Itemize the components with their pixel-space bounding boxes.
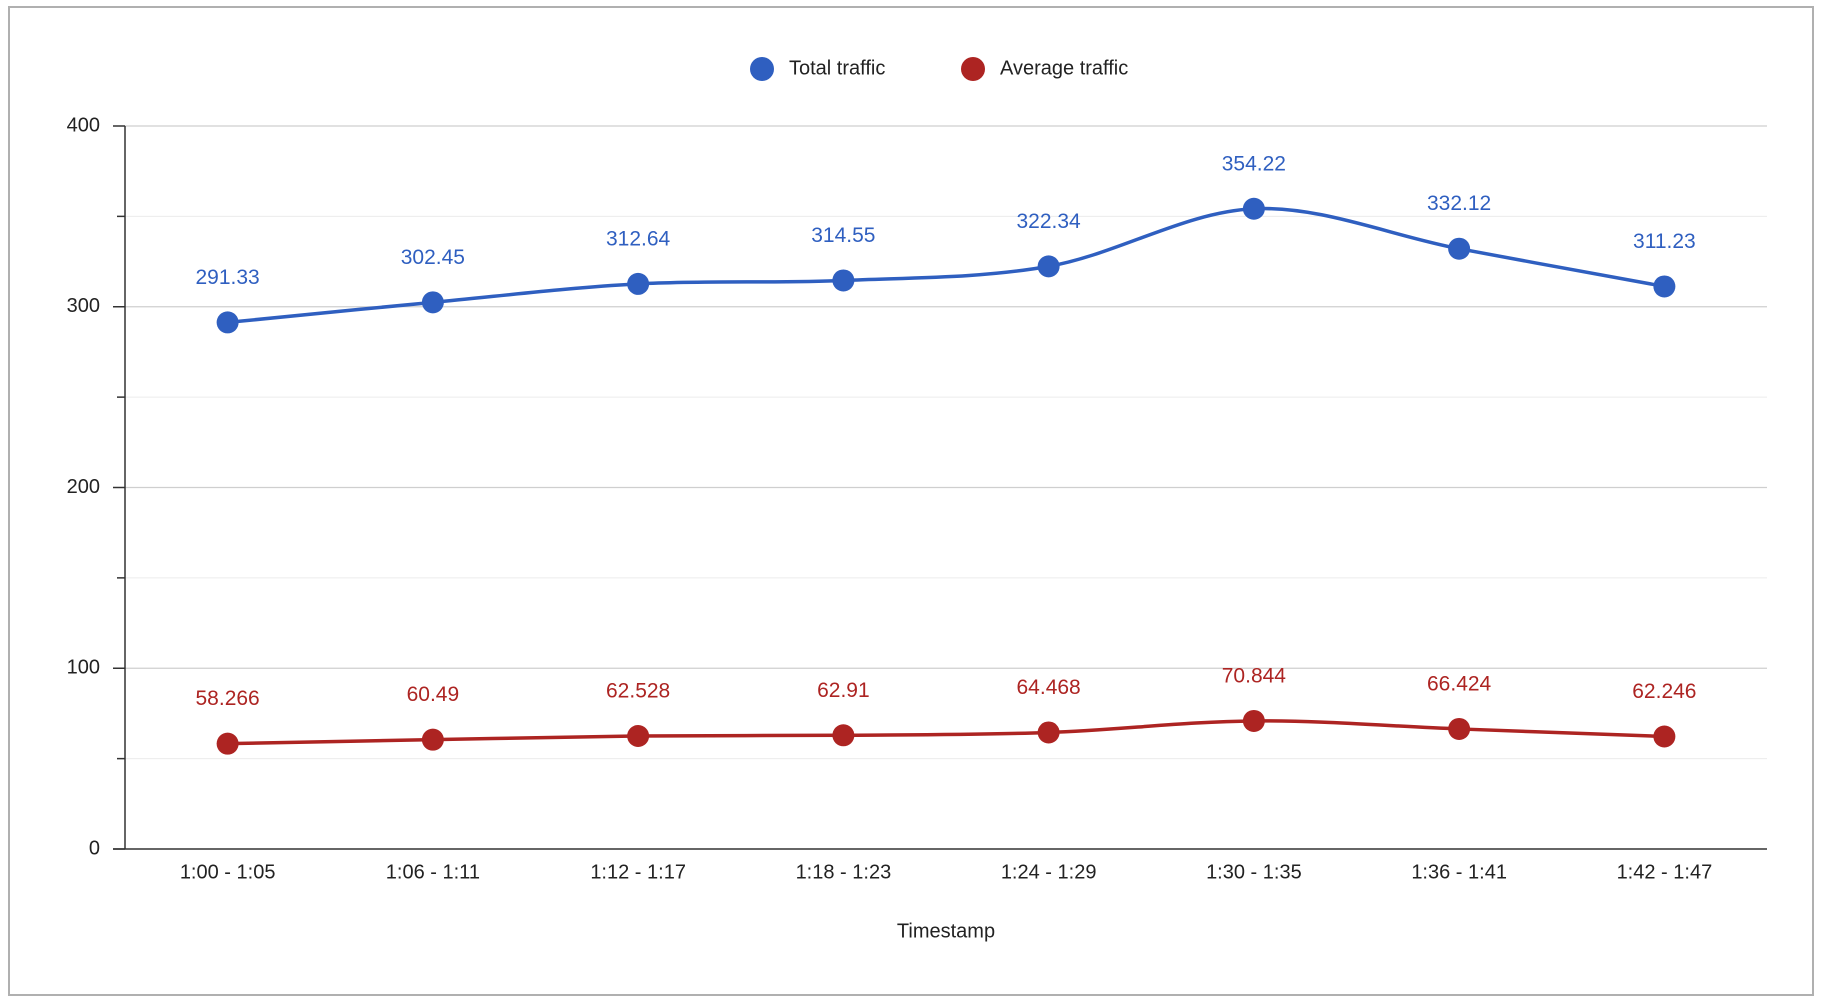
y-tick-label: 300 bbox=[67, 295, 100, 317]
data-point bbox=[627, 272, 650, 295]
x-tick-label: 1:30 - 1:35 bbox=[1206, 861, 1302, 883]
data-label: 322.34 bbox=[1017, 210, 1082, 233]
x-tick-label: 1:42 - 1:47 bbox=[1617, 861, 1713, 883]
data-label: 302.45 bbox=[401, 246, 465, 269]
data-label: 354.22 bbox=[1222, 152, 1286, 175]
series-line bbox=[227, 206, 1665, 325]
data-label: 314.55 bbox=[811, 224, 875, 247]
legend-marker bbox=[961, 57, 985, 81]
data-label: 60.49 bbox=[407, 683, 460, 706]
frame bbox=[8, 6, 1814, 996]
data-label: 66.424 bbox=[1427, 672, 1492, 695]
x-tick-label: 1:24 - 1:29 bbox=[1001, 861, 1097, 883]
data-label: 62.91 bbox=[817, 679, 870, 702]
data-point bbox=[421, 728, 444, 751]
data-point bbox=[1653, 275, 1676, 298]
data-point bbox=[832, 269, 855, 292]
y-tick-label: 400 bbox=[67, 114, 100, 136]
data-point bbox=[1653, 725, 1676, 748]
data-point bbox=[216, 732, 239, 755]
data-point bbox=[421, 291, 444, 314]
data-point bbox=[627, 724, 650, 747]
data-label: 311.23 bbox=[1633, 230, 1696, 253]
data-label: 62.528 bbox=[606, 680, 670, 703]
data-label: 58.266 bbox=[196, 687, 260, 710]
x-tick-label: 1:36 - 1:41 bbox=[1411, 861, 1507, 883]
y-tick-label: 100 bbox=[67, 657, 100, 679]
data-point bbox=[1037, 721, 1060, 744]
x-tick-label: 1:18 - 1:23 bbox=[796, 861, 892, 883]
data-label: 64.468 bbox=[1017, 676, 1081, 699]
y-tick-label: 200 bbox=[67, 476, 100, 498]
data-point bbox=[832, 724, 855, 747]
data-label: 62.246 bbox=[1632, 680, 1696, 703]
data-point bbox=[216, 311, 239, 334]
y-tick-label: 0 bbox=[89, 837, 100, 859]
data-label: 70.844 bbox=[1222, 664, 1287, 687]
legend-label: Average traffic bbox=[1000, 57, 1128, 79]
data-point bbox=[1242, 197, 1265, 220]
x-tick-label: 1:12 - 1:17 bbox=[590, 861, 686, 883]
data-point bbox=[1448, 237, 1471, 260]
x-tick-label: 1:06 - 1:11 bbox=[386, 861, 480, 883]
x-axis-title: Timestamp bbox=[897, 920, 995, 942]
series-line bbox=[227, 719, 1665, 746]
data-point bbox=[1448, 717, 1471, 740]
data-point bbox=[1242, 709, 1265, 732]
data-point bbox=[1037, 255, 1060, 278]
data-label: 312.64 bbox=[606, 227, 671, 250]
x-tick-label: 1:00 - 1:05 bbox=[180, 861, 276, 883]
data-label: 332.12 bbox=[1427, 192, 1491, 215]
legend-label: Total traffic bbox=[789, 57, 885, 79]
data-label: 291.33 bbox=[196, 266, 260, 289]
legend-marker bbox=[750, 57, 774, 81]
